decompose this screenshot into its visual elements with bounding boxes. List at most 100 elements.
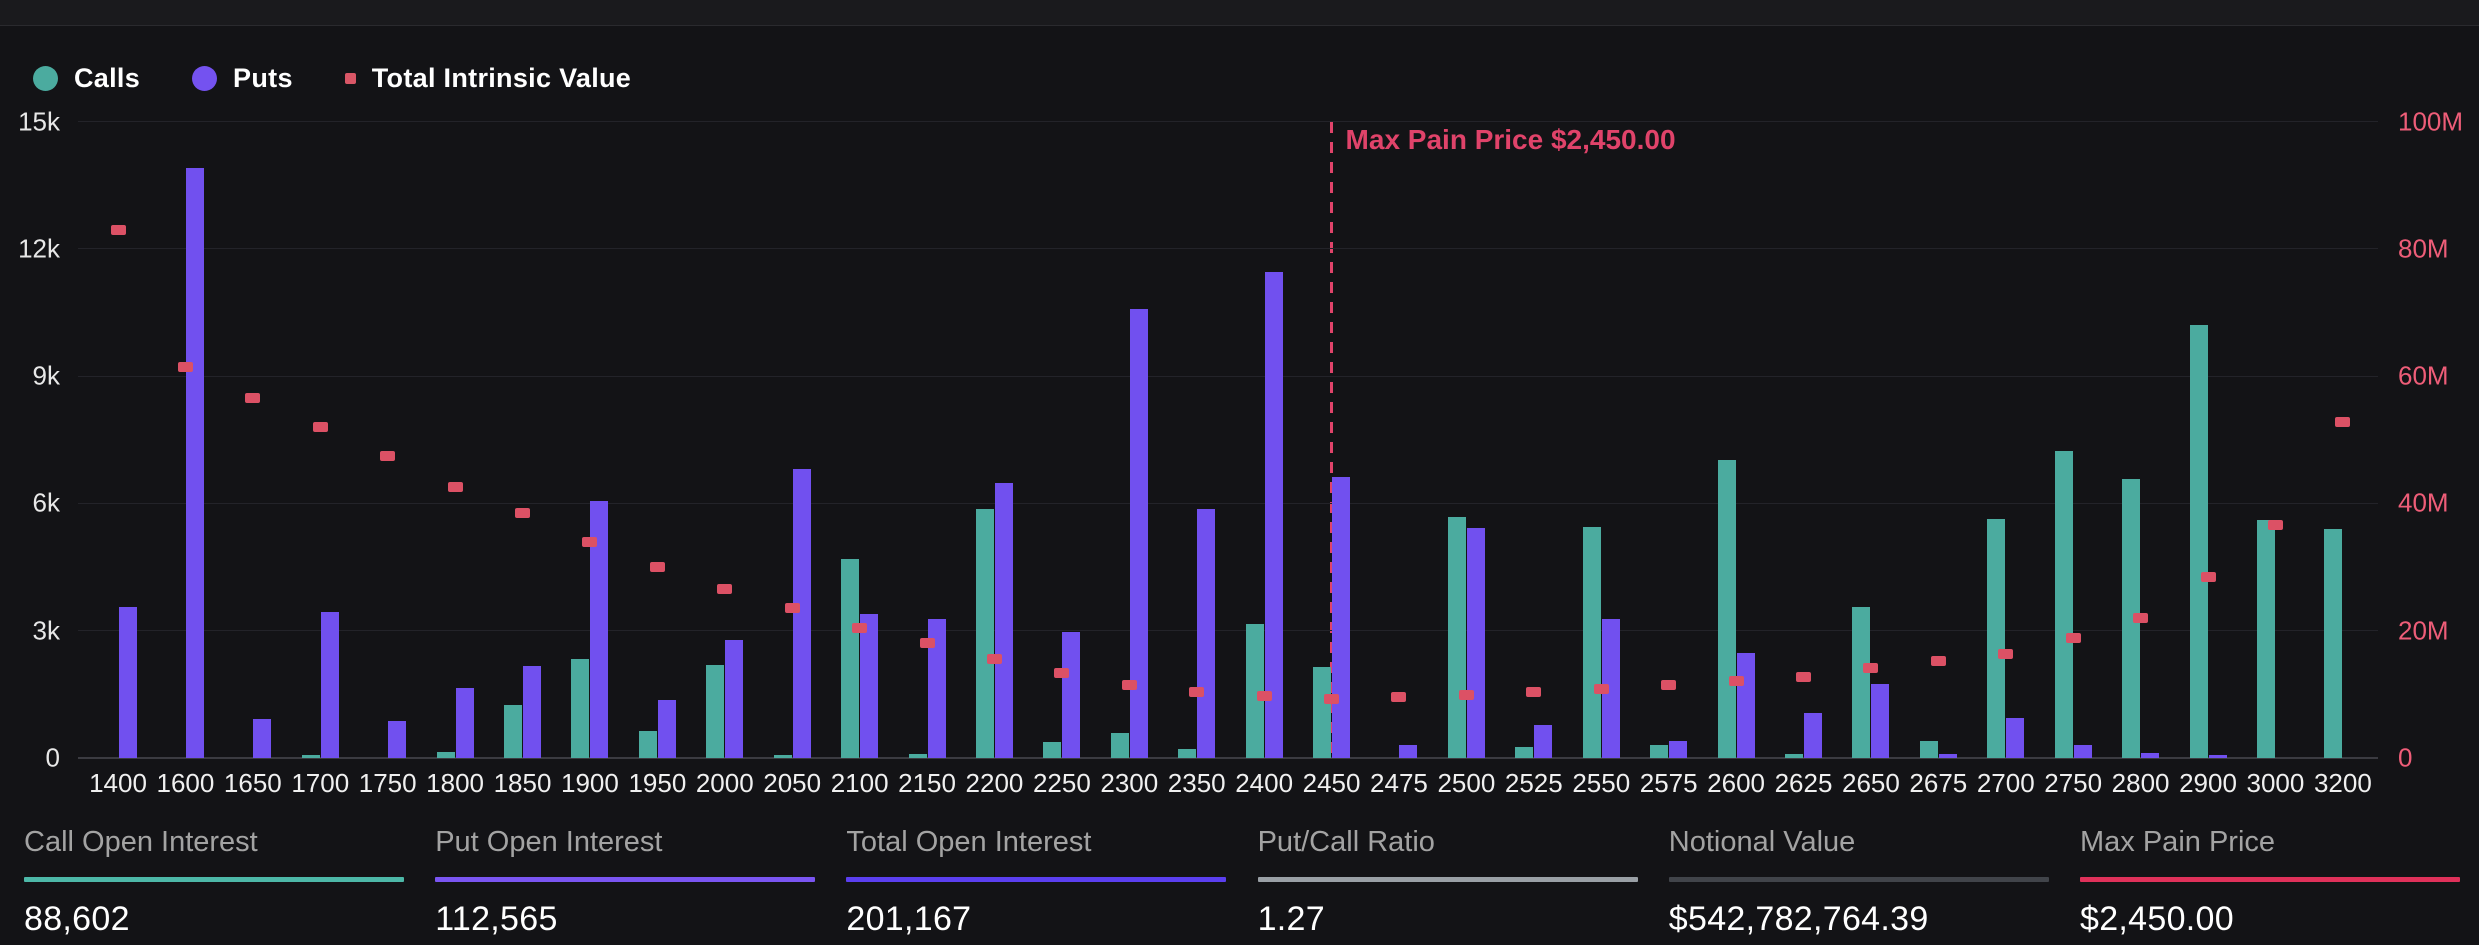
put-bar-2625[interactable] <box>1804 712 1822 758</box>
call-bar-3000[interactable] <box>2256 520 2275 758</box>
call-bar-2100[interactable] <box>841 558 860 758</box>
call-bar-2525[interactable] <box>1515 746 1534 758</box>
intrinsic-value-dot-2800[interactable] <box>2133 612 2149 623</box>
put-bar-2150[interactable] <box>927 618 946 758</box>
legend-item-total-intrinsic-value[interactable]: Total Intrinsic Value <box>344 63 631 94</box>
intrinsic-value-dot-2150[interactable] <box>919 638 935 649</box>
call-bar-2400[interactable] <box>1245 623 1264 758</box>
intrinsic-value-dot-1950[interactable] <box>649 562 665 573</box>
call-bar-2000[interactable] <box>706 665 725 758</box>
call-bar-2050[interactable] <box>773 754 792 758</box>
put-bar-2100[interactable] <box>860 613 879 758</box>
intrinsic-value-dot-2700[interactable] <box>1998 648 2014 659</box>
put-bar-2475[interactable] <box>1399 745 1418 758</box>
put-bar-2550[interactable] <box>1601 619 1620 758</box>
intrinsic-value-dot-1700[interactable] <box>312 422 328 433</box>
put-bar-2650[interactable] <box>1871 683 1890 758</box>
intrinsic-value-dot-2500[interactable] <box>1458 689 1474 700</box>
intrinsic-value-dot-1400[interactable] <box>110 224 126 235</box>
intrinsic-value-dot-1600[interactable] <box>177 361 193 372</box>
intrinsic-value-dot-1800[interactable] <box>447 481 463 492</box>
put-bar-1400[interactable] <box>118 606 137 758</box>
call-bar-1900[interactable] <box>571 659 590 758</box>
put-bar-1800[interactable] <box>455 687 474 758</box>
intrinsic-value-dot-2600[interactable] <box>1728 675 1744 686</box>
x-axis-tick-label-2700: 2700 <box>1976 768 2035 798</box>
put-bar-2400[interactable] <box>1264 271 1283 758</box>
intrinsic-value-dot-3000[interactable] <box>2267 520 2283 531</box>
intrinsic-value-dot-2100[interactable] <box>852 622 868 633</box>
intrinsic-value-dot-1900[interactable] <box>582 536 598 547</box>
put-bar-2300[interactable] <box>1129 309 1148 758</box>
intrinsic-value-dot-2575[interactable] <box>1661 679 1677 690</box>
call-bar-2300[interactable] <box>1110 732 1129 758</box>
legend-item-puts[interactable]: Puts <box>192 63 293 94</box>
intrinsic-value-dot-2000[interactable] <box>717 584 733 595</box>
call-bar-2450[interactable] <box>1313 667 1332 758</box>
call-bar-2250[interactable] <box>1043 741 1062 758</box>
call-bar-2500[interactable] <box>1447 517 1466 758</box>
call-bar-1700[interactable] <box>301 754 320 758</box>
put-bar-1700[interactable] <box>320 611 339 758</box>
put-bar-2900[interactable] <box>2208 754 2227 758</box>
put-bar-1650[interactable] <box>253 718 272 758</box>
call-bar-2350[interactable] <box>1178 749 1197 758</box>
call-bar-1950[interactable] <box>638 730 657 758</box>
intrinsic-value-dot-2450[interactable] <box>1324 693 1340 704</box>
call-bar-2900[interactable] <box>2189 325 2208 758</box>
call-bar-2575[interactable] <box>1650 745 1669 758</box>
intrinsic-value-dot-1750[interactable] <box>380 450 396 461</box>
intrinsic-value-dot-2350[interactable] <box>1189 686 1205 697</box>
put-bar-2350[interactable] <box>1197 508 1216 758</box>
call-bar-2700[interactable] <box>1987 518 2006 758</box>
intrinsic-value-dot-2650[interactable] <box>1863 663 1879 674</box>
put-bar-2700[interactable] <box>2006 718 2025 758</box>
put-bar-2450[interactable] <box>1332 477 1351 758</box>
put-bar-2575[interactable] <box>1669 741 1688 758</box>
call-bar-2550[interactable] <box>1582 527 1601 758</box>
call-bar-1800[interactable] <box>436 752 455 758</box>
intrinsic-value-dot-2200[interactable] <box>986 654 1002 665</box>
call-bar-2625[interactable] <box>1785 753 1803 758</box>
stat-label: Total Open Interest <box>846 826 1092 858</box>
intrinsic-value-dot-2900[interactable] <box>2200 571 2216 582</box>
call-bar-2200[interactable] <box>975 508 994 758</box>
intrinsic-value-dot-2475[interactable] <box>1391 691 1407 702</box>
put-bar-2600[interactable] <box>1736 653 1755 758</box>
put-bar-2200[interactable] <box>994 483 1013 758</box>
put-bar-2675[interactable] <box>1938 753 1957 758</box>
intrinsic-value-dot-2525[interactable] <box>1526 686 1542 697</box>
call-bar-2150[interactable] <box>908 753 927 758</box>
put-bar-1850[interactable] <box>523 665 542 758</box>
call-bar-2650[interactable] <box>1852 607 1871 758</box>
intrinsic-value-dot-2750[interactable] <box>2065 633 2081 644</box>
call-bar-2800[interactable] <box>2122 479 2141 758</box>
put-bar-1900[interactable] <box>590 501 609 758</box>
put-bar-1600[interactable] <box>185 168 204 758</box>
put-bar-2000[interactable] <box>725 639 744 758</box>
intrinsic-value-dot-3200[interactable] <box>2335 416 2351 427</box>
intrinsic-value-dot-2675[interactable] <box>1930 656 1946 667</box>
intrinsic-value-dot-2400[interactable] <box>1256 690 1272 701</box>
put-bar-2250[interactable] <box>1062 631 1081 758</box>
call-bar-1850[interactable] <box>504 705 523 758</box>
call-bar-2675[interactable] <box>1919 740 1938 758</box>
put-bar-2750[interactable] <box>2073 745 2092 758</box>
intrinsic-value-dot-2550[interactable] <box>1593 683 1609 694</box>
intrinsic-value-dot-1850[interactable] <box>515 507 531 518</box>
legend-item-calls[interactable]: Calls <box>33 63 140 94</box>
intrinsic-value-dot-2625[interactable] <box>1796 671 1811 682</box>
put-bar-1750[interactable] <box>388 720 407 758</box>
intrinsic-value-dot-2050[interactable] <box>784 603 800 614</box>
call-bar-2750[interactable] <box>2054 451 2073 758</box>
intrinsic-value-dot-2250[interactable] <box>1054 668 1070 679</box>
intrinsic-value-dot-2300[interactable] <box>1121 679 1137 690</box>
put-bar-2050[interactable] <box>792 469 811 758</box>
put-bar-2800[interactable] <box>2141 753 2160 758</box>
call-bar-3200[interactable] <box>2324 528 2343 758</box>
call-bar-2600[interactable] <box>1717 459 1736 758</box>
put-bar-2500[interactable] <box>1466 528 1485 758</box>
put-bar-1950[interactable] <box>657 699 676 758</box>
put-bar-2525[interactable] <box>1534 724 1553 758</box>
intrinsic-value-dot-1650[interactable] <box>245 393 261 404</box>
